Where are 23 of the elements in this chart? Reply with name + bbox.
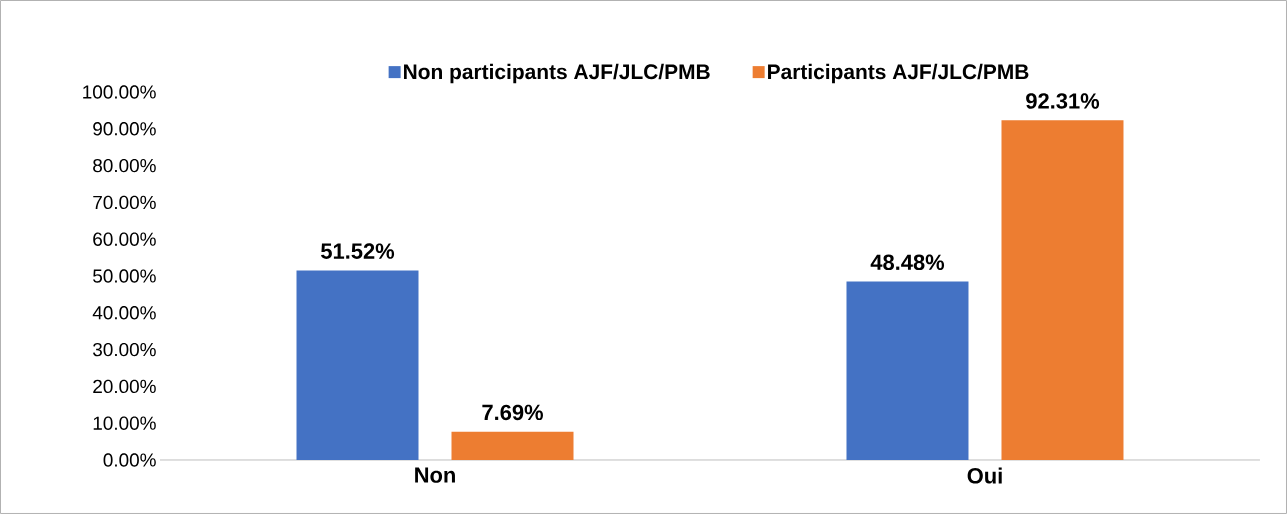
legend-label: Non participants AJF/JLC/PMB <box>404 63 710 84</box>
y-tick-label: 40.00% <box>92 306 156 320</box>
data-label: 48.48% <box>870 254 945 271</box>
y-tick-label: 30.00% <box>93 342 156 357</box>
bar <box>846 281 969 460</box>
legend-label: Participants AJF/JLC/PMB <box>768 63 1029 84</box>
y-tick-label: 50.00% <box>93 269 156 283</box>
bar <box>296 270 419 460</box>
y-tick-label: 10.00% <box>93 416 156 430</box>
y-tick-label: 70.00% <box>93 195 156 210</box>
y-tick-label: 100.00% <box>83 85 156 99</box>
y-tick-label: 60.00% <box>93 232 156 246</box>
bar <box>451 431 574 460</box>
data-label: 51.52% <box>321 243 395 259</box>
y-tick-label: 90.00% <box>93 122 156 136</box>
y-tick-label: 20.00% <box>93 379 156 394</box>
data-label: 92.31% <box>1026 93 1100 109</box>
bar <box>1001 120 1124 460</box>
x-tick-label: Oui <box>967 467 1002 484</box>
y-tick-label: 80.00% <box>93 158 156 173</box>
data-label: 7.69% <box>482 404 543 421</box>
y-tick-label: 0.00% <box>103 453 156 467</box>
x-tick-label: Non <box>415 467 455 483</box>
